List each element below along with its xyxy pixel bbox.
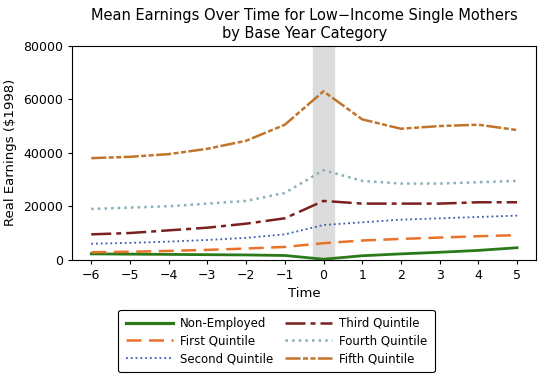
X-axis label: Time: Time <box>288 287 320 300</box>
Y-axis label: Real Earnings ($1998): Real Earnings ($1998) <box>4 79 17 227</box>
Legend: Non-Employed, First Quintile, Second Quintile, Third Quintile, Fourth Quintile, : Non-Employed, First Quintile, Second Qui… <box>118 310 435 372</box>
Bar <box>313 46 334 260</box>
Title: Mean Earnings Over Time for Low−Income Single Mothers
by Base Year Category: Mean Earnings Over Time for Low−Income S… <box>91 8 518 40</box>
